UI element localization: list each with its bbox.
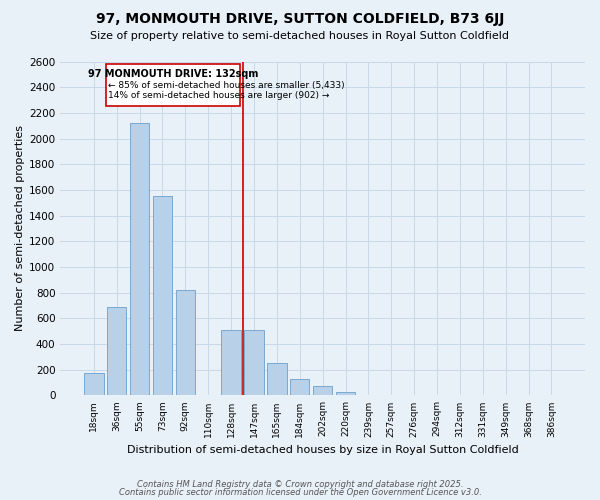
Text: Contains public sector information licensed under the Open Government Licence v3: Contains public sector information licen… — [119, 488, 481, 497]
Bar — [427, 395, 447, 396]
Bar — [267, 364, 287, 396]
FancyBboxPatch shape — [106, 64, 240, 106]
Text: 97 MONMOUTH DRIVE: 132sqm: 97 MONMOUTH DRIVE: 132sqm — [88, 69, 259, 79]
Bar — [313, 386, 332, 396]
Text: ← 85% of semi-detached houses are smaller (5,433): ← 85% of semi-detached houses are smalle… — [107, 81, 344, 90]
Bar — [84, 373, 104, 396]
Bar — [153, 196, 172, 396]
Bar — [221, 330, 241, 396]
Text: 14% of semi-detached houses are larger (902) →: 14% of semi-detached houses are larger (… — [107, 91, 329, 100]
Bar — [290, 378, 310, 396]
Bar — [244, 330, 264, 396]
Bar — [130, 123, 149, 396]
Bar — [359, 395, 378, 396]
X-axis label: Distribution of semi-detached houses by size in Royal Sutton Coldfield: Distribution of semi-detached houses by … — [127, 445, 518, 455]
Y-axis label: Number of semi-detached properties: Number of semi-detached properties — [15, 126, 25, 332]
Text: 97, MONMOUTH DRIVE, SUTTON COLDFIELD, B73 6JJ: 97, MONMOUTH DRIVE, SUTTON COLDFIELD, B7… — [96, 12, 504, 26]
Text: Contains HM Land Registry data © Crown copyright and database right 2025.: Contains HM Land Registry data © Crown c… — [137, 480, 463, 489]
Text: Size of property relative to semi-detached houses in Royal Sutton Coldfield: Size of property relative to semi-detach… — [91, 31, 509, 41]
Bar — [336, 392, 355, 396]
Bar — [176, 290, 195, 396]
Bar — [107, 307, 127, 396]
